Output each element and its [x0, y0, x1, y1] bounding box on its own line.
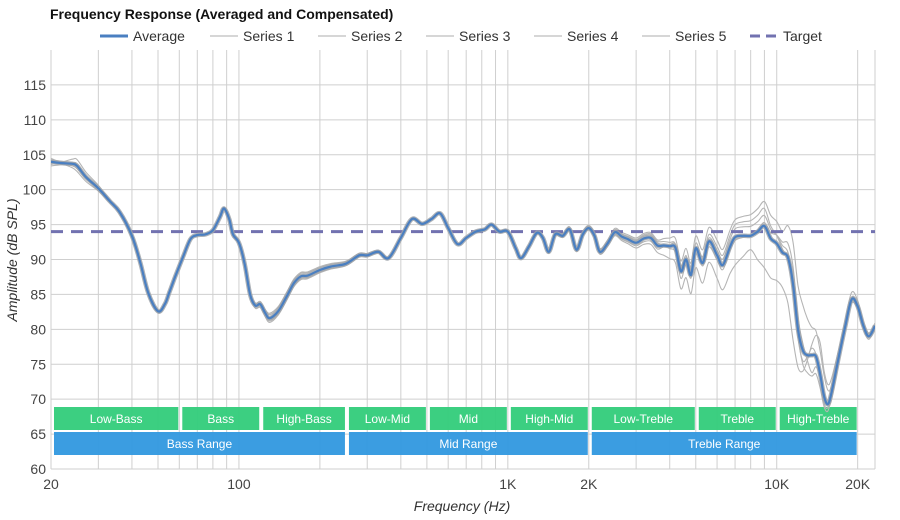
band-low-treble	[591, 407, 695, 430]
legend-item-series-1: Series 1	[210, 28, 295, 44]
y-tick-label: 115	[24, 77, 47, 93]
band-treble-range	[591, 432, 857, 455]
legend-item-target: Target	[750, 28, 822, 44]
y-tick-label: 85	[30, 286, 46, 302]
band-treble	[698, 407, 776, 430]
x-tick-label: 10K	[764, 476, 790, 492]
legend-label: Series 1	[243, 28, 295, 44]
legend-item-average: Average	[100, 28, 185, 44]
legend-item-series-3: Series 3	[426, 28, 511, 44]
x-tick-label: 20K	[845, 476, 871, 492]
band-bass-range	[54, 432, 345, 455]
average-layer	[51, 159, 875, 407]
legend-label: Series 3	[459, 28, 511, 44]
y-tick-label: 95	[30, 217, 46, 233]
frequency-bands: Low-Bass Bass High-Bass Low-Mid Mid High-Mid L…	[54, 407, 857, 455]
legend-item-series-2: Series 2	[318, 28, 403, 44]
series-line-series-2	[51, 157, 875, 386]
x-axis-label: Frequency (Hz)	[414, 498, 510, 514]
y-tick-label: 60	[30, 461, 46, 477]
y-tick-label: 65	[30, 426, 46, 442]
y-tick-label: 90	[30, 252, 46, 268]
x-tick-label: 100	[227, 476, 251, 492]
average-line	[51, 160, 875, 406]
band-label: Treble Range	[688, 437, 761, 451]
band-label: High-Treble	[787, 412, 850, 426]
legend-label: Series 5	[675, 28, 727, 44]
chart-title: Frequency Response (Averaged and Compens…	[50, 6, 393, 22]
band-label: High-Mid	[525, 412, 573, 426]
average-line-halo	[51, 159, 875, 407]
band-label: Treble	[720, 412, 754, 426]
y-tick-label: 110	[24, 112, 47, 128]
x-tick-label: 20	[43, 476, 59, 492]
band-label: Low-Bass	[90, 412, 143, 426]
y-tick-label: 70	[30, 391, 46, 407]
y-axis-ticks: 60 65 70 75 80 85 90 95 100 105 110 115	[23, 77, 47, 477]
legend-label: Series 4	[567, 28, 619, 44]
band-label: Low-Mid	[365, 412, 410, 426]
legend: Average Series 1 Series 2 Series 3 Series 4 S…	[100, 28, 822, 44]
legend-item-series-4: Series 4	[534, 28, 619, 44]
band-label: Mid	[459, 412, 478, 426]
y-tick-label: 75	[30, 356, 46, 372]
band-label: Mid Range	[439, 437, 497, 451]
x-axis-ticks: 20 100 1K 2K 10K 20K	[43, 476, 871, 492]
band-high-mid	[510, 407, 588, 430]
band-label: Bass Range	[167, 437, 233, 451]
band-bass	[182, 407, 260, 430]
y-axis-label: Amplitude (dB SPL)	[4, 199, 20, 323]
band-label: Low-Treble	[613, 412, 673, 426]
band-low-mid	[348, 407, 426, 430]
band-low-bass	[54, 407, 179, 430]
x-tick-label: 2K	[580, 476, 598, 492]
band-high-treble	[779, 407, 857, 430]
x-tick-label: 1K	[499, 476, 517, 492]
series-line-series-3	[51, 159, 875, 413]
y-tick-label: 105	[23, 147, 47, 163]
grid	[50, 50, 876, 470]
legend-item-series-5: Series 5	[642, 28, 727, 44]
legend-label: Series 2	[351, 28, 403, 44]
y-tick-label: 100	[23, 182, 47, 198]
legend-label: Target	[783, 28, 822, 44]
y-tick-label: 80	[30, 321, 46, 337]
band-label: High-Bass	[276, 412, 331, 426]
legend-label: Average	[133, 28, 185, 44]
band-mid-range	[348, 432, 588, 455]
band-mid	[429, 407, 507, 430]
series-lines	[51, 157, 875, 413]
band-high-bass	[263, 407, 345, 430]
band-label: Bass	[207, 412, 234, 426]
